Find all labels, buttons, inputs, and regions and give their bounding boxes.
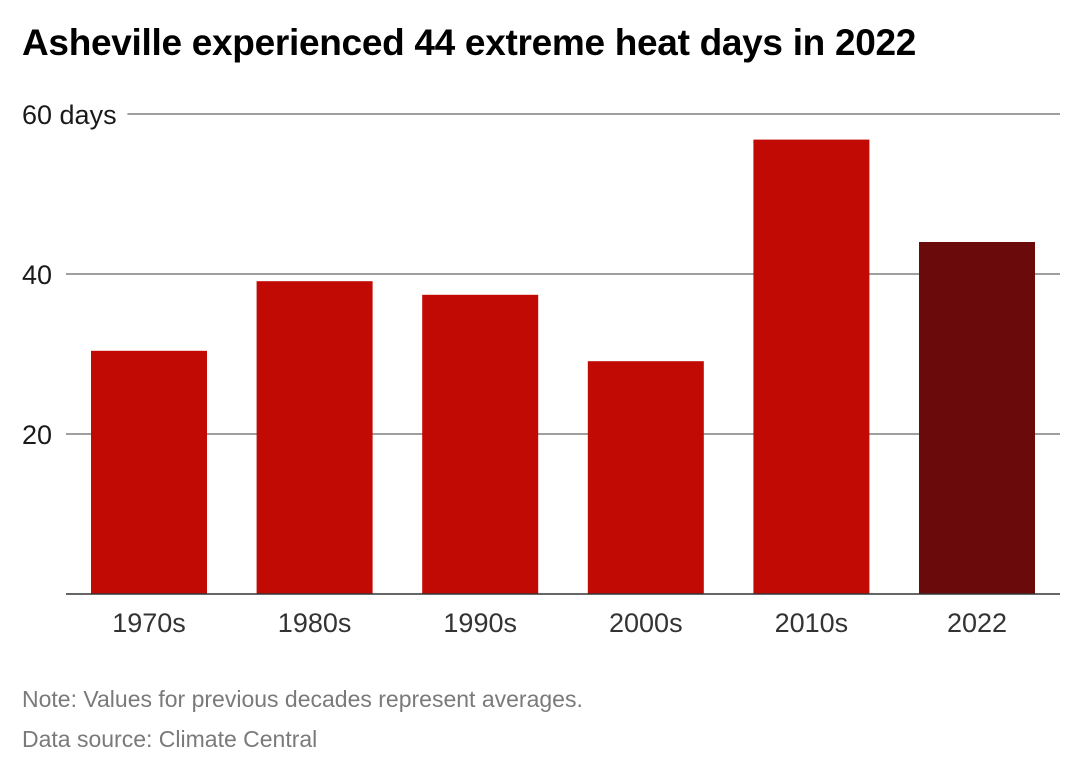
y-tick-label: 20 (22, 420, 52, 450)
bar-2010s (753, 139, 870, 594)
x-tick-label: 2022 (947, 608, 1007, 638)
data-source: Data source: Climate Central (22, 726, 318, 752)
bar-1970s (91, 350, 207, 594)
chart-note: Note: Values for previous decades repres… (22, 686, 583, 712)
bar-2022 (919, 242, 1035, 594)
bar-chart: 20 40 60 days 1970s 1980s 1990s 2000s 2010s 2022 (22, 100, 1060, 638)
bars (91, 139, 1035, 594)
y-tick-label: 60 days (22, 100, 117, 130)
x-tick-label: 1970s (112, 608, 186, 638)
gridlines (66, 113, 1060, 435)
chart-title: Asheville experienced 44 extreme heat da… (22, 22, 917, 63)
x-tick-label: 1990s (443, 608, 517, 638)
x-tick-label: 2000s (609, 608, 683, 638)
bar-2000s (587, 361, 704, 594)
x-tick-label: 1980s (278, 608, 352, 638)
bar-1990s (422, 294, 539, 594)
axis-labels: 20 40 60 days 1970s 1980s 1990s 2000s 2010s 2022 (22, 100, 1007, 638)
bar-1980s (256, 281, 373, 594)
y-tick-label: 40 (22, 260, 52, 290)
footnotes: Note: Values for previous decades repres… (22, 679, 583, 759)
x-tick-label: 2010s (775, 608, 849, 638)
